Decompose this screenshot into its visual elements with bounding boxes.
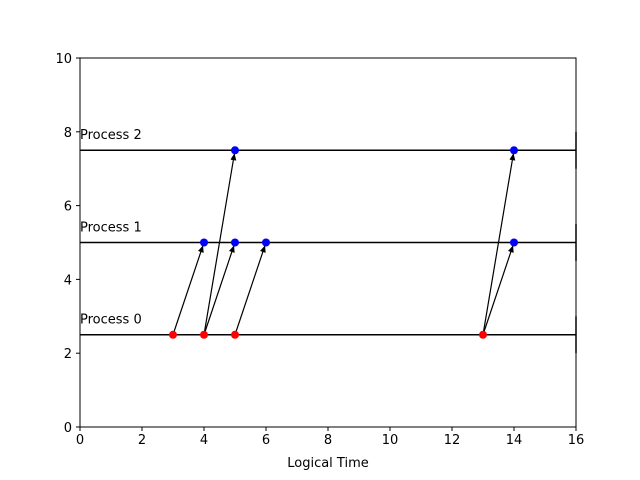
y-tick-label: 8 bbox=[64, 126, 72, 141]
receive-event-point bbox=[510, 238, 518, 247]
message-arrow bbox=[234, 245, 266, 335]
y-axis-ticks: 0 2 4 6 8 10 bbox=[55, 52, 80, 436]
receive-event-point bbox=[231, 238, 239, 247]
send-event-point bbox=[200, 330, 208, 339]
send-event-point bbox=[169, 330, 177, 339]
process-label: Process 1 bbox=[80, 220, 142, 235]
x-tick-label: 12 bbox=[444, 433, 461, 448]
y-tick-label: 2 bbox=[64, 347, 72, 362]
receive-event-point bbox=[262, 238, 270, 247]
y-tick-label: 10 bbox=[55, 52, 72, 67]
send-event-point bbox=[231, 330, 239, 339]
receive-event-point bbox=[200, 238, 208, 247]
x-tick-label: 0 bbox=[76, 433, 84, 448]
process-label: Process 2 bbox=[80, 128, 142, 143]
x-tick-label: 2 bbox=[138, 433, 146, 448]
message-arrow bbox=[203, 153, 237, 335]
send-event-point bbox=[479, 330, 487, 339]
message-arrow bbox=[482, 245, 514, 335]
event-markers bbox=[169, 146, 518, 339]
x-tick-label: 4 bbox=[200, 433, 208, 448]
x-axis-label: Logical Time bbox=[287, 456, 369, 471]
x-tick-label: 16 bbox=[568, 433, 585, 448]
message-arrow bbox=[203, 245, 235, 335]
process-labels: Process 0 Process 1 Process 2 bbox=[80, 128, 142, 328]
x-axis-ticks: 0 2 4 6 8 10 12 14 16 bbox=[76, 427, 584, 448]
receive-event-point bbox=[231, 146, 239, 155]
process-timelines bbox=[80, 131, 577, 354]
x-tick-label: 14 bbox=[506, 433, 523, 448]
message-arrow bbox=[482, 153, 516, 335]
process-label: Process 0 bbox=[80, 313, 142, 328]
x-tick-label: 10 bbox=[382, 433, 399, 448]
y-tick-label: 6 bbox=[64, 200, 72, 215]
message-arrow bbox=[172, 245, 204, 335]
receive-event-point bbox=[510, 146, 518, 155]
message-arrows bbox=[172, 153, 516, 335]
y-tick-label: 4 bbox=[64, 273, 72, 288]
x-tick-label: 6 bbox=[262, 433, 270, 448]
x-tick-label: 8 bbox=[324, 433, 332, 448]
y-tick-label: 0 bbox=[64, 421, 72, 436]
